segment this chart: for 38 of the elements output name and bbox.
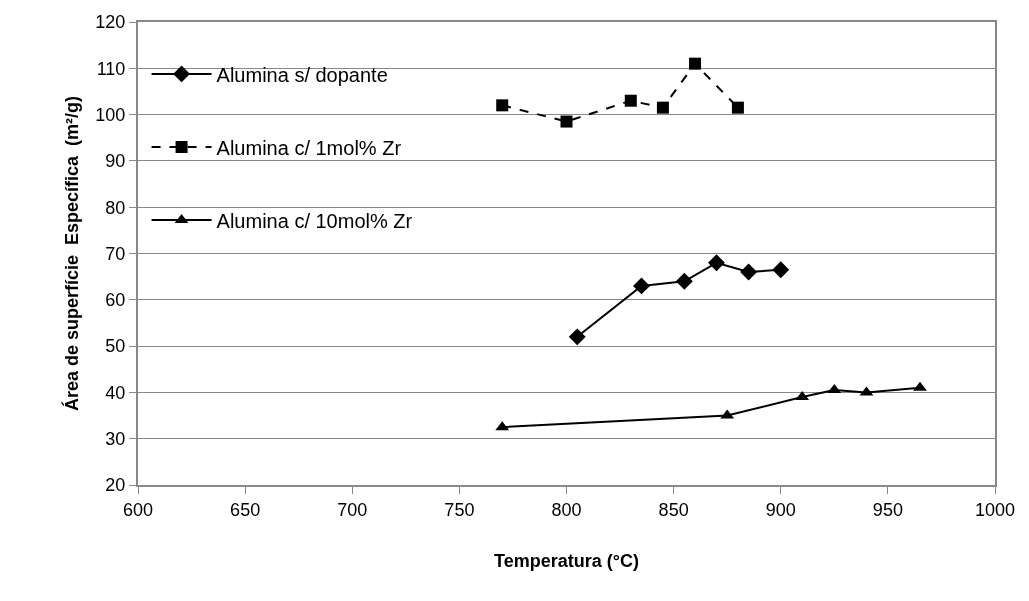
point xyxy=(708,254,725,272)
y-tick-label: 120 xyxy=(95,12,126,33)
point xyxy=(689,57,702,70)
legend-label: Alumina c/ 1mol% Zr xyxy=(216,136,402,159)
y-tick-label: 90 xyxy=(105,151,126,172)
y-tick-label: 80 xyxy=(105,197,126,218)
y-tick-label: 40 xyxy=(105,382,126,403)
x-tick-label: 850 xyxy=(658,499,689,520)
x-tick-label: 600 xyxy=(122,499,154,520)
point xyxy=(568,328,586,346)
y-tick-label: 20 xyxy=(105,475,126,496)
x-axis-title: Temperatura (°C) xyxy=(494,551,639,572)
legend-label: Alumina c/ 10mol% Zr xyxy=(216,209,413,232)
x-tick-label: 750 xyxy=(444,499,475,520)
point xyxy=(740,263,758,281)
y-tick-label: 100 xyxy=(95,104,126,125)
legend-label: Alumina s/ dopante xyxy=(216,63,388,86)
x-tick-label: 800 xyxy=(551,499,582,520)
point xyxy=(560,115,573,128)
point xyxy=(731,101,744,114)
point xyxy=(633,277,650,295)
x-tick-label: 650 xyxy=(230,499,261,520)
x-tick-label: 900 xyxy=(765,499,796,520)
y-tick-label: 30 xyxy=(105,429,126,449)
point xyxy=(913,381,927,391)
y-tick-label: 110 xyxy=(96,58,126,79)
point xyxy=(656,101,669,114)
x-tick-label: 700 xyxy=(337,499,368,520)
y-tick-label: 50 xyxy=(105,336,126,357)
point xyxy=(624,94,637,107)
x-tick-label: 950 xyxy=(872,499,903,520)
y-tick-label: 70 xyxy=(105,243,126,264)
y-tick-label: 60 xyxy=(105,290,126,311)
y-axis-title: Área de superfície Específica (m²/g) xyxy=(61,95,83,412)
point xyxy=(675,272,693,290)
point xyxy=(772,261,790,279)
point xyxy=(496,99,509,112)
x-tick-label: 1000 xyxy=(974,499,1016,520)
